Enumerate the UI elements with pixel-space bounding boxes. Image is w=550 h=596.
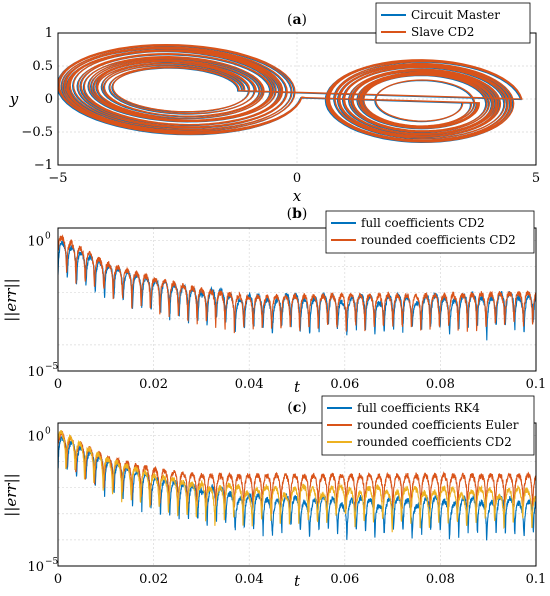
series-line-2	[58, 234, 536, 334]
panel-b-title: (b)	[287, 206, 308, 222]
x-tick-label: 0.02	[139, 572, 168, 587]
legend-box	[375, 2, 531, 44]
panel-a-xlabel: x	[293, 187, 302, 205]
x-tick-label: 5	[532, 171, 540, 186]
legend-box	[325, 210, 535, 254]
panel-a-title: (a)	[287, 12, 307, 28]
y-tick-label: −1	[34, 158, 53, 173]
x-tick-label: 0	[54, 572, 62, 587]
y-tick-exponent: 0	[45, 231, 51, 241]
panel-c-title: (c)	[287, 400, 306, 416]
legend-label: Slave CD2	[411, 25, 474, 39]
y-tick-exponent: −5	[45, 362, 59, 372]
y-tick-label: 0	[45, 92, 53, 107]
panel-a-frame	[57, 32, 537, 166]
legend-box	[321, 395, 535, 456]
legend-label: rounded coefficients CD2	[361, 233, 516, 247]
legend-label: rounded coefficients CD2	[357, 435, 512, 449]
x-tick-label: 0.04	[235, 377, 264, 392]
x-tick-label: 0.06	[330, 377, 359, 392]
x-tick-label: 0.06	[330, 572, 359, 587]
x-tick-label: 0	[54, 377, 62, 392]
series-line-2	[58, 43, 523, 143]
legend-label: full coefficients CD2	[361, 216, 485, 230]
x-tick-label: 0.04	[235, 572, 264, 587]
x-tick-label: 0.1	[526, 377, 547, 392]
series-line-1	[58, 240, 536, 341]
series-line-3	[58, 430, 536, 533]
y-tick-label: −0.5	[21, 125, 53, 140]
panel-c-error: (c) 0 0.02 0.04 0.06 0.08 0.110 010 −5 t ||err|…	[2, 395, 547, 590]
panel-b-frame	[57, 227, 537, 372]
y-tick-label: 10	[27, 560, 44, 575]
panel-c-legend: full coefficients RK4 rounded coefficient…	[321, 395, 535, 456]
y-tick-label: 1	[45, 26, 53, 41]
panel-a-ylabel: y	[9, 90, 19, 108]
y-tick-exponent: 0	[45, 426, 51, 436]
x-tick-label: 0.08	[426, 572, 455, 587]
legend-label: Circuit Master	[411, 8, 500, 22]
legend-label: full coefficients RK4	[357, 401, 480, 415]
panel-b-ylabel: ||err||	[2, 278, 20, 321]
panel-b-xlabel: t	[294, 378, 301, 396]
x-tick-label: 0.02	[139, 377, 168, 392]
y-tick-label: 10	[27, 429, 44, 444]
y-tick-exponent: −5	[45, 557, 59, 567]
panel-a-attractor: (a) −5 0 5 −1 −0.5 0 0.5 1 x y Circuit Master Sl…	[9, 2, 540, 205]
y-tick-label: 0.5	[32, 59, 53, 74]
panel-c-ylabel: ||err||	[2, 473, 20, 516]
panel-b-error: (b) 0 0.02 0.04 0.06 0.08 0.110 010 −5 t ||err|…	[2, 206, 546, 396]
panel-c-xlabel: t	[294, 572, 301, 590]
y-tick-label: 10	[27, 234, 44, 249]
x-tick-label: 0	[293, 171, 301, 186]
legend-label: rounded coefficients Euler	[357, 418, 519, 432]
y-tick-label: 10	[27, 365, 44, 380]
x-tick-label: −5	[48, 171, 67, 186]
x-tick-label: 0.08	[426, 377, 455, 392]
x-tick-label: 0.1	[526, 572, 547, 587]
panel-c-frame	[57, 422, 537, 567]
panel-a-legend: Circuit Master Slave CD2	[375, 2, 531, 44]
panel-b-legend: full coefficients CD2 rounded coefficient…	[325, 210, 535, 254]
